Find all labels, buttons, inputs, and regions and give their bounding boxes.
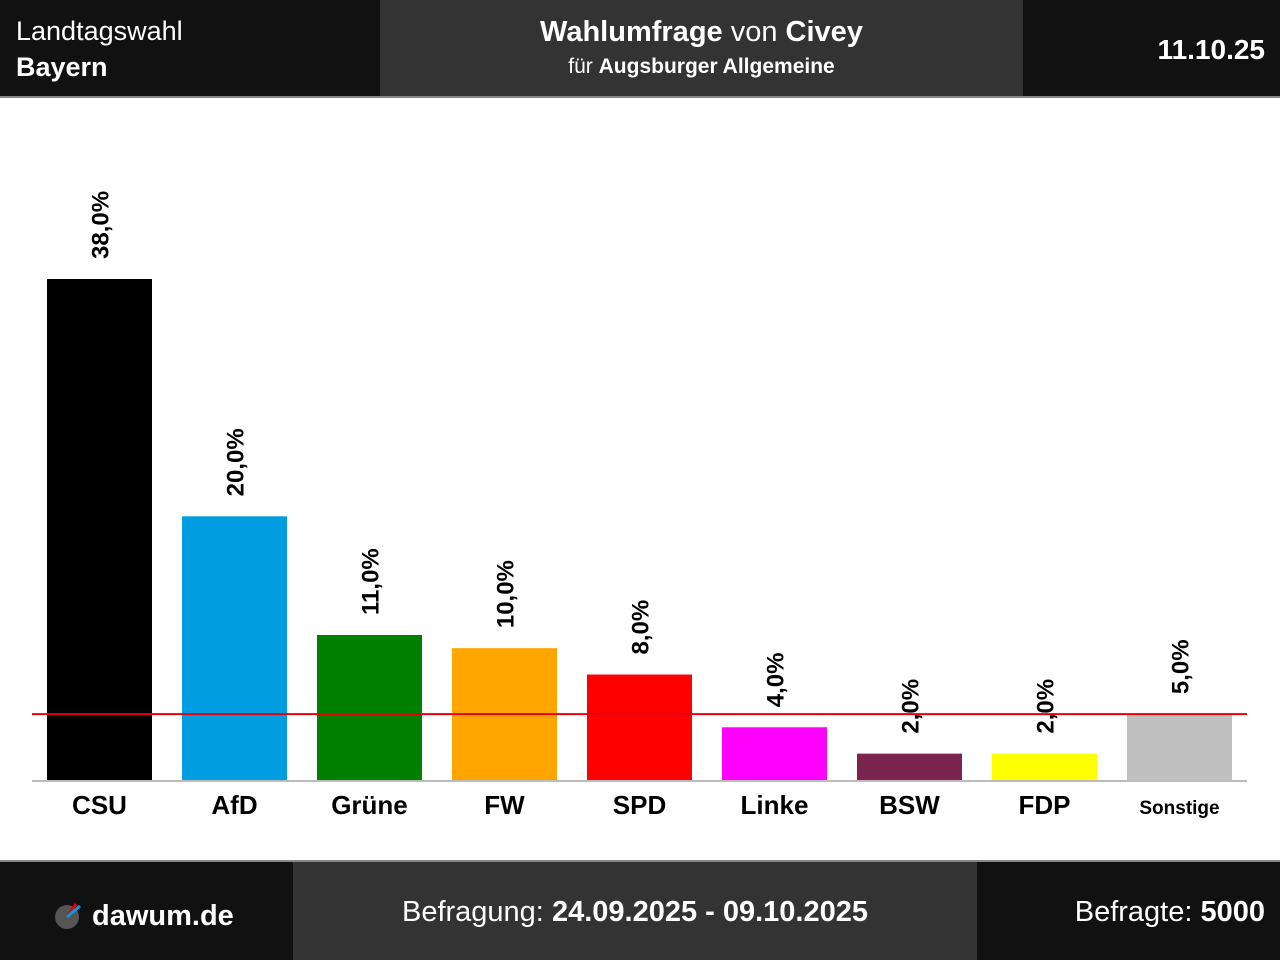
x-tick-label: BSW <box>879 790 940 820</box>
period: 24.09.2025 - 09.10.2025 <box>551 896 868 928</box>
header-center: Wahlumfrage von Civey für Augsburger All… <box>380 0 1023 96</box>
site[interactable]: dawum.de <box>92 900 234 932</box>
footer-right: Befragte: 5000 <box>977 862 1280 960</box>
period-label: Befragung: <box>401 896 544 928</box>
logo <box>55 903 81 929</box>
header-left: Landtagswahl Bayern <box>0 0 380 96</box>
bar <box>722 727 827 780</box>
x-tick-label: Linke <box>741 790 809 820</box>
region-label: Landtagswahl <box>16 16 183 46</box>
bar <box>587 674 692 780</box>
value-label: 8,0% <box>628 600 655 655</box>
value-label: 20,0% <box>223 428 250 496</box>
value-label: 4,0% <box>763 653 790 708</box>
subtitle-part: für <box>568 55 593 78</box>
period-line: Befragung: 24.09.2025 - 09.10.2025 <box>293 896 977 929</box>
chart: 38,0% CSU 20,0% AfD 11,0% Grüne 10,0% FW 8,0% SPD… <box>32 191 1247 820</box>
region: Bayern <box>16 52 108 82</box>
header: Landtagswahl Bayern Wahlumfrage von Cive… <box>0 0 1280 98</box>
sample-label: Befragte: <box>1074 896 1193 928</box>
value-label: 11,0% <box>358 548 385 615</box>
title: Wahlumfrage von Civey <box>380 16 1023 49</box>
value-label: 2,0% <box>1033 679 1060 734</box>
x-tick-label: CSU <box>72 790 127 820</box>
x-tick-label: Grüne <box>331 790 408 820</box>
bar <box>857 753 962 780</box>
header-right: 11.10.25 <box>1023 0 1280 96</box>
footer-center: Befragung: 24.09.2025 - 09.10.2025 <box>293 862 977 960</box>
subtitle: für Augsburger Allgemeine <box>380 55 1023 79</box>
x-tick-label: AfD <box>211 790 257 820</box>
x-tick-label: Sonstige <box>1139 798 1219 819</box>
x-tick-label: FW <box>484 790 525 820</box>
x-tick-label: FDP <box>1019 790 1071 820</box>
title-part: Civey <box>785 16 863 48</box>
value-label: 5,0% <box>1168 639 1195 694</box>
x-tick-label: SPD <box>613 790 666 820</box>
footer: dawum.de Befragung: 24.09.2025 - 09.10.2… <box>0 860 1280 960</box>
value-label: 38,0% <box>88 191 115 259</box>
title-part: Wahlumfrage <box>540 16 723 48</box>
value-label: 10,0% <box>493 560 520 628</box>
date: 11.10.25 <box>1157 34 1265 65</box>
sample-line: Befragte: 5000 <box>1075 896 1265 929</box>
subtitle-part: Augsburger Allgemeine <box>598 55 835 78</box>
bar <box>992 753 1097 780</box>
bar <box>182 516 287 780</box>
sample: 5000 <box>1200 896 1265 928</box>
footer-left: dawum.de <box>0 862 293 960</box>
bar <box>317 634 422 780</box>
value-label: 2,0% <box>898 679 925 734</box>
title-part: von <box>730 16 778 48</box>
bar <box>1127 714 1232 780</box>
bar <box>47 279 152 780</box>
